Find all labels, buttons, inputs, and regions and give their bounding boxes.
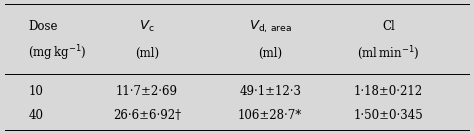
Text: 49·1±12·3: 49·1±12·3	[239, 85, 301, 98]
Text: 40: 40	[28, 109, 44, 122]
Text: $\mathit{V}_{\mathrm{d,\,area}}$: $\mathit{V}_{\mathrm{d,\,area}}$	[248, 19, 292, 35]
Text: 106±28·7*: 106±28·7*	[238, 109, 302, 122]
Text: (ml): (ml)	[258, 47, 282, 60]
Text: 26·6±6·92†: 26·6±6·92†	[113, 109, 181, 122]
Text: (ml): (ml)	[135, 47, 159, 60]
Text: Dose: Dose	[28, 20, 58, 33]
Text: 1·50±0·345: 1·50±0·345	[354, 109, 424, 122]
Text: (mg kg$^{-1}$): (mg kg$^{-1}$)	[28, 44, 87, 63]
Text: Cl: Cl	[383, 20, 395, 33]
Text: 11·7±2·69: 11·7±2·69	[116, 85, 178, 98]
Text: $\mathit{V}_{\mathrm{c}}$: $\mathit{V}_{\mathrm{c}}$	[139, 19, 155, 34]
Text: 10: 10	[28, 85, 43, 98]
Text: 1·18±0·212: 1·18±0·212	[354, 85, 423, 98]
Text: (ml min$^{-1}$): (ml min$^{-1}$)	[357, 45, 420, 62]
